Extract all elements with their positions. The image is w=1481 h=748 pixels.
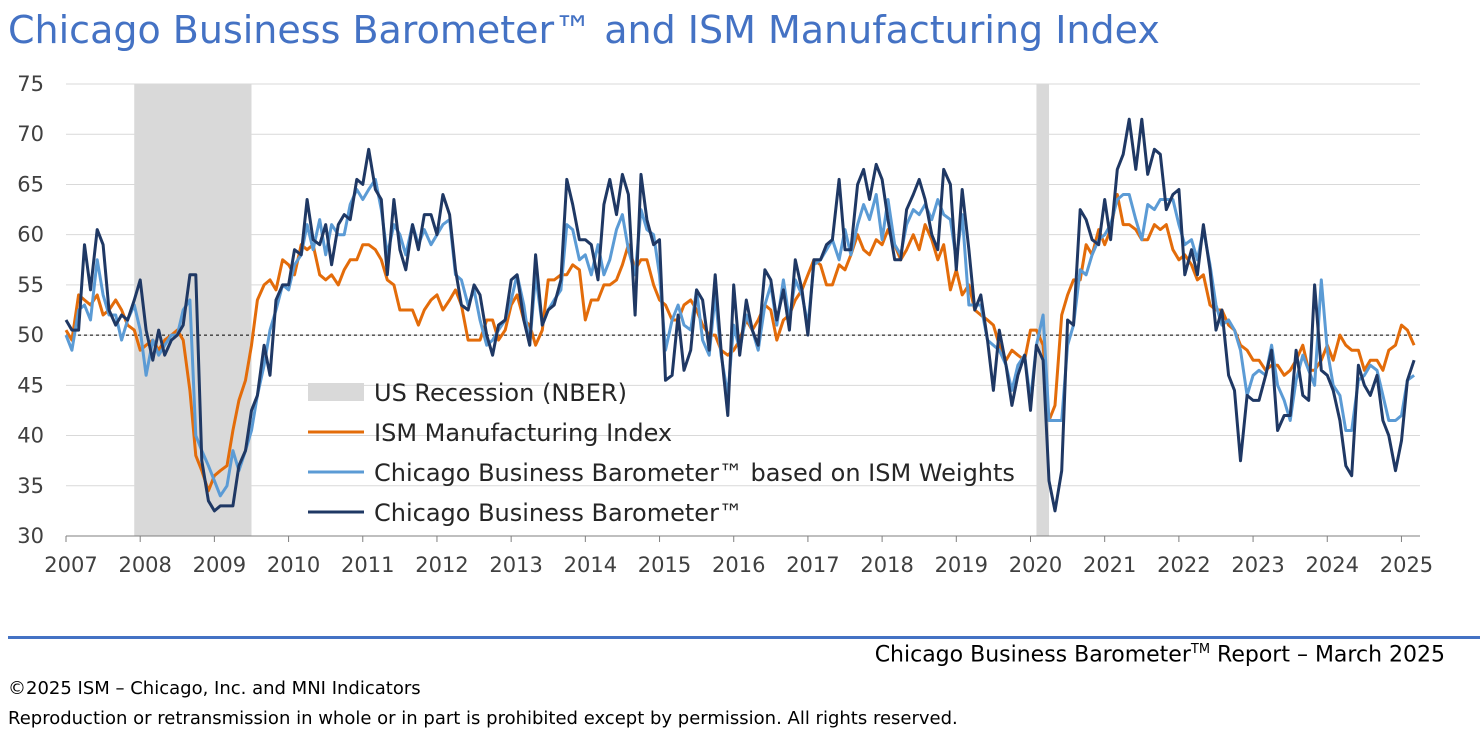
y-tick-label: 65 xyxy=(17,172,44,196)
y-tick-label: 40 xyxy=(17,424,44,448)
x-tick-label: 2013 xyxy=(489,553,542,577)
x-tick-label: 2020 xyxy=(1009,553,1062,577)
x-tick-label: 2019 xyxy=(935,553,988,577)
y-tick-label: 30 xyxy=(17,524,44,548)
legend-label-ism: ISM Manufacturing Index xyxy=(374,419,672,447)
x-tick-label: 2023 xyxy=(1231,553,1284,577)
x-tick-label: 2021 xyxy=(1083,553,1136,577)
gridlines xyxy=(66,83,1420,487)
report-line: Chicago Business BarometerTM Report – Ma… xyxy=(875,642,1445,667)
x-tick-label: 2025 xyxy=(1380,553,1433,577)
y-tick-label: 45 xyxy=(17,373,44,397)
x-tick-label: 2009 xyxy=(193,553,246,577)
chart: 30 35 40 45 50 55 60 65 70 75 2007 2008 2009 2010 2011… xyxy=(17,72,1433,577)
x-tick-label: 2007 xyxy=(44,553,97,577)
report-tm: TM xyxy=(1190,642,1211,657)
legend-label-recession: US Recession (NBER) xyxy=(374,379,627,407)
x-tick-label: 2018 xyxy=(860,553,913,577)
x-tick-label: 2017 xyxy=(786,553,839,577)
rights-text: Reproduction or retransmission in whole … xyxy=(8,708,958,729)
report-prefix: Chicago Business Barometer xyxy=(874,642,1191,668)
copyright-text: ©2025 ISM – Chicago, Inc. and MNI Indica… xyxy=(8,678,421,699)
legend-swatch-recession xyxy=(308,383,364,401)
y-tick-label: 50 xyxy=(17,323,44,347)
legend: US Recession (NBER) ISM Manufacturing Ind… xyxy=(308,379,1015,527)
y-tick-label: 75 xyxy=(17,72,44,96)
legend-label-cbb: Chicago Business Barometer™ xyxy=(374,499,743,527)
x-tick-label: 2022 xyxy=(1157,553,1210,577)
y-tick-label: 60 xyxy=(17,223,44,247)
report-suffix: Report – March 2025 xyxy=(1210,642,1445,668)
y-tick-label: 55 xyxy=(17,273,44,297)
x-tick-label: 2024 xyxy=(1306,553,1359,577)
footer-divider xyxy=(8,636,1480,639)
x-tick-label: 2012 xyxy=(415,553,468,577)
page-title: Chicago Business Barometer™ and ISM Manu… xyxy=(8,8,1160,52)
x-tick-label: 2016 xyxy=(712,553,765,577)
legend-label-cbb_ism: Chicago Business Barometer™ based on ISM… xyxy=(374,459,1015,487)
x-tick-label: 2011 xyxy=(341,553,394,577)
series-lines xyxy=(64,117,1416,513)
axes: 30 35 40 45 50 55 60 65 70 75 2007 2008 2009 2010 2011… xyxy=(17,72,1433,577)
y-tick-label: 70 xyxy=(17,122,44,146)
x-tick-label: 2015 xyxy=(638,553,691,577)
x-tick-label: 2010 xyxy=(267,553,320,577)
recession-band-1 xyxy=(134,84,252,536)
y-tick-label: 35 xyxy=(17,474,44,498)
series-line-cbb xyxy=(64,117,1416,513)
x-tick-label: 2008 xyxy=(118,553,171,577)
x-tick-label: 2014 xyxy=(564,553,617,577)
